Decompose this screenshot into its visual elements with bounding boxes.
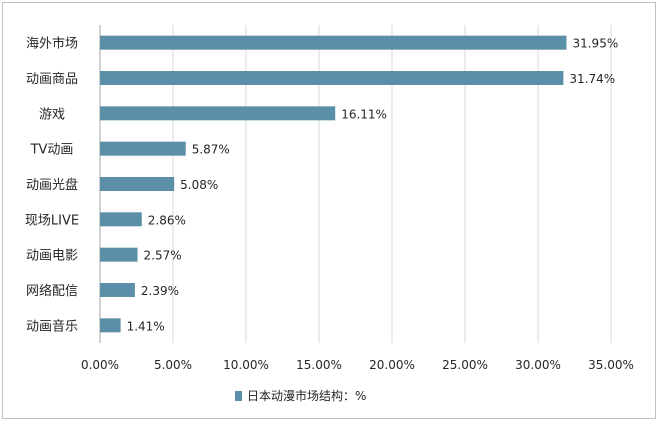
data-label: 2.86% [148,213,186,227]
x-tick-label: 10.00% [223,358,269,372]
legend-label: 日本动漫市场结构：% [247,388,366,403]
data-label: 5.08% [180,178,218,192]
data-label: 2.39% [141,284,179,298]
data-label: 31.74% [569,72,615,86]
x-tick-label: 35.00% [588,358,634,372]
data-label: 31.95% [572,37,618,51]
category-label: 海外市场 [26,36,78,52]
data-label: 2.57% [144,249,182,263]
category-label: 网络配信 [26,283,78,299]
data-label: 16.11% [341,107,387,121]
category-label: 动画商品 [26,72,78,87]
chart-frame: 海外市场动画商品游戏 TV动画动画光盘现场LIVE 动画电影网络配信动画音乐 31.… [2,2,656,419]
bars [100,35,567,333]
legend: 日本动漫市场结构：% [235,388,366,403]
x-tick-label: 30.00% [515,358,561,372]
bar [100,247,138,262]
data-label: 5.87% [192,143,230,157]
x-tick-label: 5.00% [154,358,192,372]
bar [100,106,336,121]
category-label: TV动画 [30,143,74,158]
x-axis-ticks: 0.00% 5.00% 10.00% 15.00% 20.00% 25.00% 30.00%… [81,358,634,372]
bar [100,141,186,156]
category-label: 动画光盘 [26,177,78,193]
bar [100,35,567,50]
category-label: 游戏 [39,107,65,122]
bar [100,283,135,297]
category-label: 动画音乐 [26,318,78,334]
x-tick-label: 0.00% [81,358,119,372]
x-tick-label: 20.00% [369,358,415,372]
x-tick-label: 25.00% [442,358,488,372]
data-label: 1.41% [127,319,165,333]
bar [100,318,121,333]
bar [100,212,142,227]
bar [100,71,564,85]
data-labels: 31.95% 31.74% 16.11% 5.87% 5.08% 2.86% 2.57% 2.… [127,37,619,334]
bar [100,177,175,191]
category-label: 动画电影 [26,249,78,264]
category-label: 现场LIVE [25,213,79,228]
legend-swatch [235,391,242,401]
x-tick-label: 15.00% [296,358,342,372]
